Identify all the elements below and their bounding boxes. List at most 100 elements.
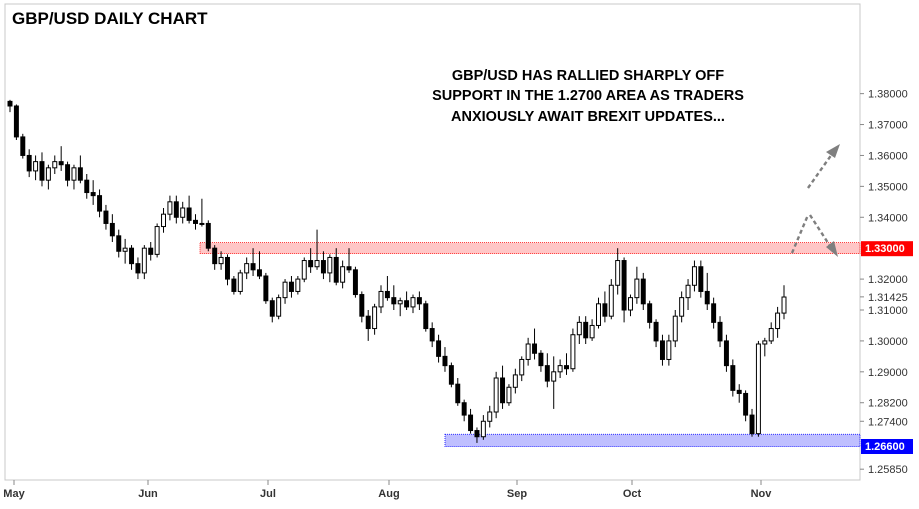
chart-title: GBP/USD DAILY CHART xyxy=(12,9,208,28)
candle-body-up xyxy=(589,324,595,339)
candle-body-up xyxy=(685,284,691,299)
resistance-price-label-bg xyxy=(861,241,913,257)
candle-body-down xyxy=(288,281,294,292)
candle xyxy=(525,337,531,366)
candle-body-down xyxy=(256,269,262,277)
candle xyxy=(13,104,19,140)
candle-body-up xyxy=(295,278,301,292)
candle-body-up xyxy=(141,247,147,274)
candle xyxy=(135,257,141,280)
candle-body-down xyxy=(461,402,467,416)
candle xyxy=(237,269,243,295)
candle xyxy=(551,356,557,409)
candle xyxy=(365,310,371,341)
candle-body-down xyxy=(416,297,422,305)
candle xyxy=(596,297,601,329)
candle xyxy=(589,319,595,341)
candle-body-down xyxy=(621,260,627,311)
candle xyxy=(685,279,691,310)
candle xyxy=(167,195,173,221)
candle xyxy=(116,229,122,258)
candle xyxy=(500,365,506,409)
candle-body-up xyxy=(282,281,288,299)
candle-body-up xyxy=(480,420,486,438)
candle-body-up xyxy=(755,343,761,435)
candle xyxy=(538,350,544,372)
candle-body-down xyxy=(698,266,704,292)
candle xyxy=(103,204,109,230)
candle xyxy=(269,297,275,323)
candle xyxy=(263,272,269,304)
y-tick-label: 1.31000 xyxy=(868,305,908,317)
candle-body-down xyxy=(365,315,371,330)
y-tick-label: 1.36000 xyxy=(868,150,908,162)
candle xyxy=(570,328,576,372)
candle xyxy=(512,368,518,394)
candle xyxy=(173,195,179,224)
candle xyxy=(180,201,186,224)
candle-body-up xyxy=(199,222,205,225)
resistance-price-label: 1.33000 xyxy=(865,243,905,255)
candle-body-up xyxy=(691,266,697,286)
candle-body-down xyxy=(129,247,135,265)
candle xyxy=(45,164,51,190)
candle xyxy=(627,294,633,317)
candle xyxy=(691,260,697,292)
candle xyxy=(768,322,774,344)
candle xyxy=(404,291,410,310)
candle xyxy=(544,353,550,388)
candle-body-down xyxy=(602,303,608,317)
candle-body-down xyxy=(97,195,103,212)
candle xyxy=(647,300,653,329)
candle xyxy=(781,285,787,320)
candle-body-down xyxy=(135,263,141,274)
candle-body-down xyxy=(263,275,269,302)
x-tick-label: Sep xyxy=(507,488,527,500)
candle-body-up xyxy=(161,213,167,228)
candle-body-up xyxy=(397,300,403,305)
candle-body-down xyxy=(84,179,90,194)
candle-body-up xyxy=(679,297,685,317)
candle xyxy=(333,248,339,286)
y-tick-label: 1.34000 xyxy=(868,212,908,224)
candle-body-down xyxy=(269,300,275,317)
last-price-label: 1.31425 xyxy=(868,292,908,304)
x-tick-label: Nov xyxy=(751,488,773,500)
candle-body-down xyxy=(250,263,256,271)
y-tick-label: 1.28200 xyxy=(868,398,908,410)
candle xyxy=(71,164,77,190)
candle-body-up xyxy=(52,161,58,169)
candle xyxy=(736,384,742,403)
candle xyxy=(26,149,32,178)
candle-body-down xyxy=(653,321,659,342)
candle xyxy=(20,133,26,159)
candle xyxy=(749,408,755,437)
candle-body-up xyxy=(672,315,678,342)
candle xyxy=(77,155,83,184)
candle-body-down xyxy=(711,303,717,323)
candle-body-down xyxy=(736,389,742,394)
candle-body-down xyxy=(436,340,442,357)
candle-body-down xyxy=(391,297,397,305)
candle-body-down xyxy=(65,164,71,181)
candle xyxy=(698,260,704,298)
candle xyxy=(672,310,678,348)
candle xyxy=(122,238,128,264)
candle-body-up xyxy=(372,306,378,330)
candle xyxy=(276,294,282,320)
candle xyxy=(640,272,646,310)
candle-body-down xyxy=(717,321,723,342)
candle xyxy=(775,306,781,338)
candle-body-down xyxy=(346,266,352,271)
candle-body-up xyxy=(154,226,160,255)
candle-body-down xyxy=(423,303,429,330)
candle-body-up xyxy=(506,386,512,404)
candle-body-up xyxy=(596,303,601,326)
lower-arrowhead xyxy=(826,241,838,257)
candle xyxy=(352,266,358,298)
candle-body-up xyxy=(340,266,346,283)
candle xyxy=(653,319,659,348)
candle-body-down xyxy=(231,278,237,292)
annotation-text: GBP/USD HAS RALLIED SHARPLY OFF SUPPORT … xyxy=(432,68,744,125)
